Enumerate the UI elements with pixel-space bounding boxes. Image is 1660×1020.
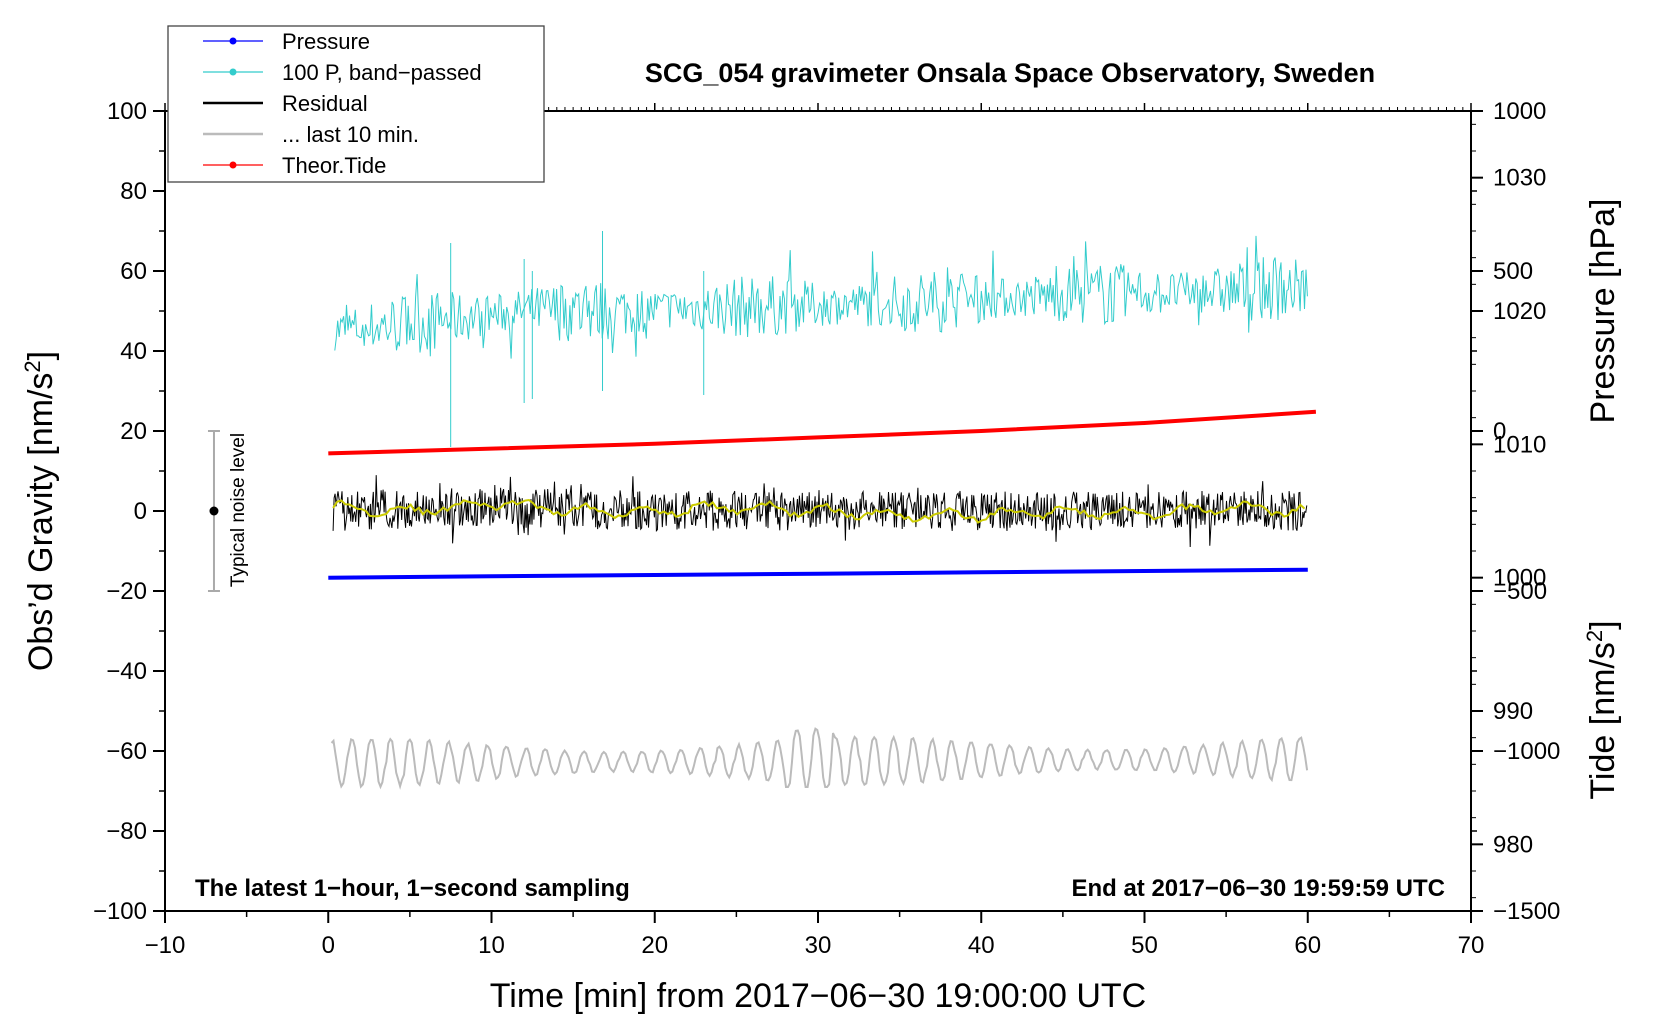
- x-tick-label: 50: [1131, 932, 1158, 959]
- y-tick-label: 0: [134, 498, 147, 525]
- x-tick-label: 40: [968, 932, 995, 959]
- y-tick-label: 60: [120, 258, 147, 285]
- x-tick-label: 30: [805, 932, 832, 959]
- y-tick-label: 100: [107, 98, 147, 125]
- axes-layer: −10 0 10 20 30 40 50 60 70100806040200−20−40−60−…: [93, 98, 1560, 959]
- tide-tick-label: −1000: [1493, 738, 1560, 765]
- legend-label: Residual: [282, 91, 368, 116]
- series-residual-line: [332, 475, 1308, 548]
- pressure-tick-label: 990: [1493, 698, 1533, 725]
- series-residual-smoothed-line: [332, 498, 1306, 524]
- y-tick-label: −80: [106, 818, 147, 845]
- y-tick-label: 80: [120, 178, 147, 205]
- y-tick-label: −60: [106, 738, 147, 765]
- legend-swatch-marker: [229, 68, 237, 76]
- x-axis-title: Time [min] from 2017−06−30 19:00:00 UTC: [490, 977, 1146, 1015]
- x-tick-label: 20: [641, 932, 668, 959]
- note-end-time: End at 2017−06−30 19:59:59 UTC: [1071, 875, 1445, 902]
- legend-label: Theor.Tide: [282, 153, 386, 178]
- legend-label: ... last 10 min.: [282, 122, 419, 147]
- tide-tick-label: 0: [1493, 418, 1506, 445]
- noise-bar: [207, 430, 220, 592]
- x-tick-label: 60: [1294, 932, 1321, 959]
- series-pressure-line: [328, 567, 1308, 580]
- pressure-tick-label: 1030: [1493, 165, 1546, 192]
- chart-title: SCG_054 gravimeter Onsala Space Observat…: [645, 58, 1375, 88]
- x-tick-label: 10: [478, 932, 505, 959]
- y-tick-label: −100: [93, 898, 147, 925]
- noise-bar-center-dot: [209, 506, 219, 516]
- pressure-tick-label: 1020: [1493, 298, 1546, 325]
- y-axis-title: Obs’d Gravity [nm/s2]: [20, 351, 61, 671]
- series-layer: [328, 231, 1317, 790]
- x-tick-label: −10: [145, 932, 186, 959]
- legend-swatch-marker: [229, 37, 237, 45]
- note-sampling: The latest 1−hour, 1−second sampling: [195, 875, 630, 902]
- tide-tick-label: 500: [1493, 258, 1533, 285]
- pressure-tick-label: 980: [1493, 831, 1533, 858]
- pressure-axis-title: Pressure [hPa]: [1584, 199, 1622, 424]
- tide-tick-label: 1000: [1493, 98, 1546, 125]
- x-tick-label: 0: [322, 932, 335, 959]
- x-tick-label: 70: [1458, 932, 1485, 959]
- y-tick-label: 40: [120, 338, 147, 365]
- legend-label: 100 P, band−passed: [282, 60, 482, 85]
- series-theoretical-tide-line: [328, 409, 1317, 456]
- y-tick-label: 20: [120, 418, 147, 445]
- tide-tick-label: −500: [1493, 578, 1547, 605]
- y-tick-label: −40: [106, 658, 147, 685]
- pressure-tick-label: 1000: [1493, 565, 1546, 592]
- pressure-tick-label: 1010: [1493, 431, 1546, 458]
- legend: Pressure 100 P, band−passed Residual ... la…: [167, 25, 545, 183]
- series-last-10-min-line: [330, 727, 1309, 790]
- series-bandpassed-pressure-line: [334, 235, 1308, 359]
- tide-axis-title: Tide [nm/s2]: [1582, 620, 1623, 799]
- y-tick-label: −20: [106, 578, 147, 605]
- legend-label: Pressure: [282, 29, 370, 54]
- legend-swatch-marker: [229, 161, 237, 169]
- tide-tick-label: −1500: [1493, 898, 1560, 925]
- noise-label: Typical noise level: [228, 433, 249, 587]
